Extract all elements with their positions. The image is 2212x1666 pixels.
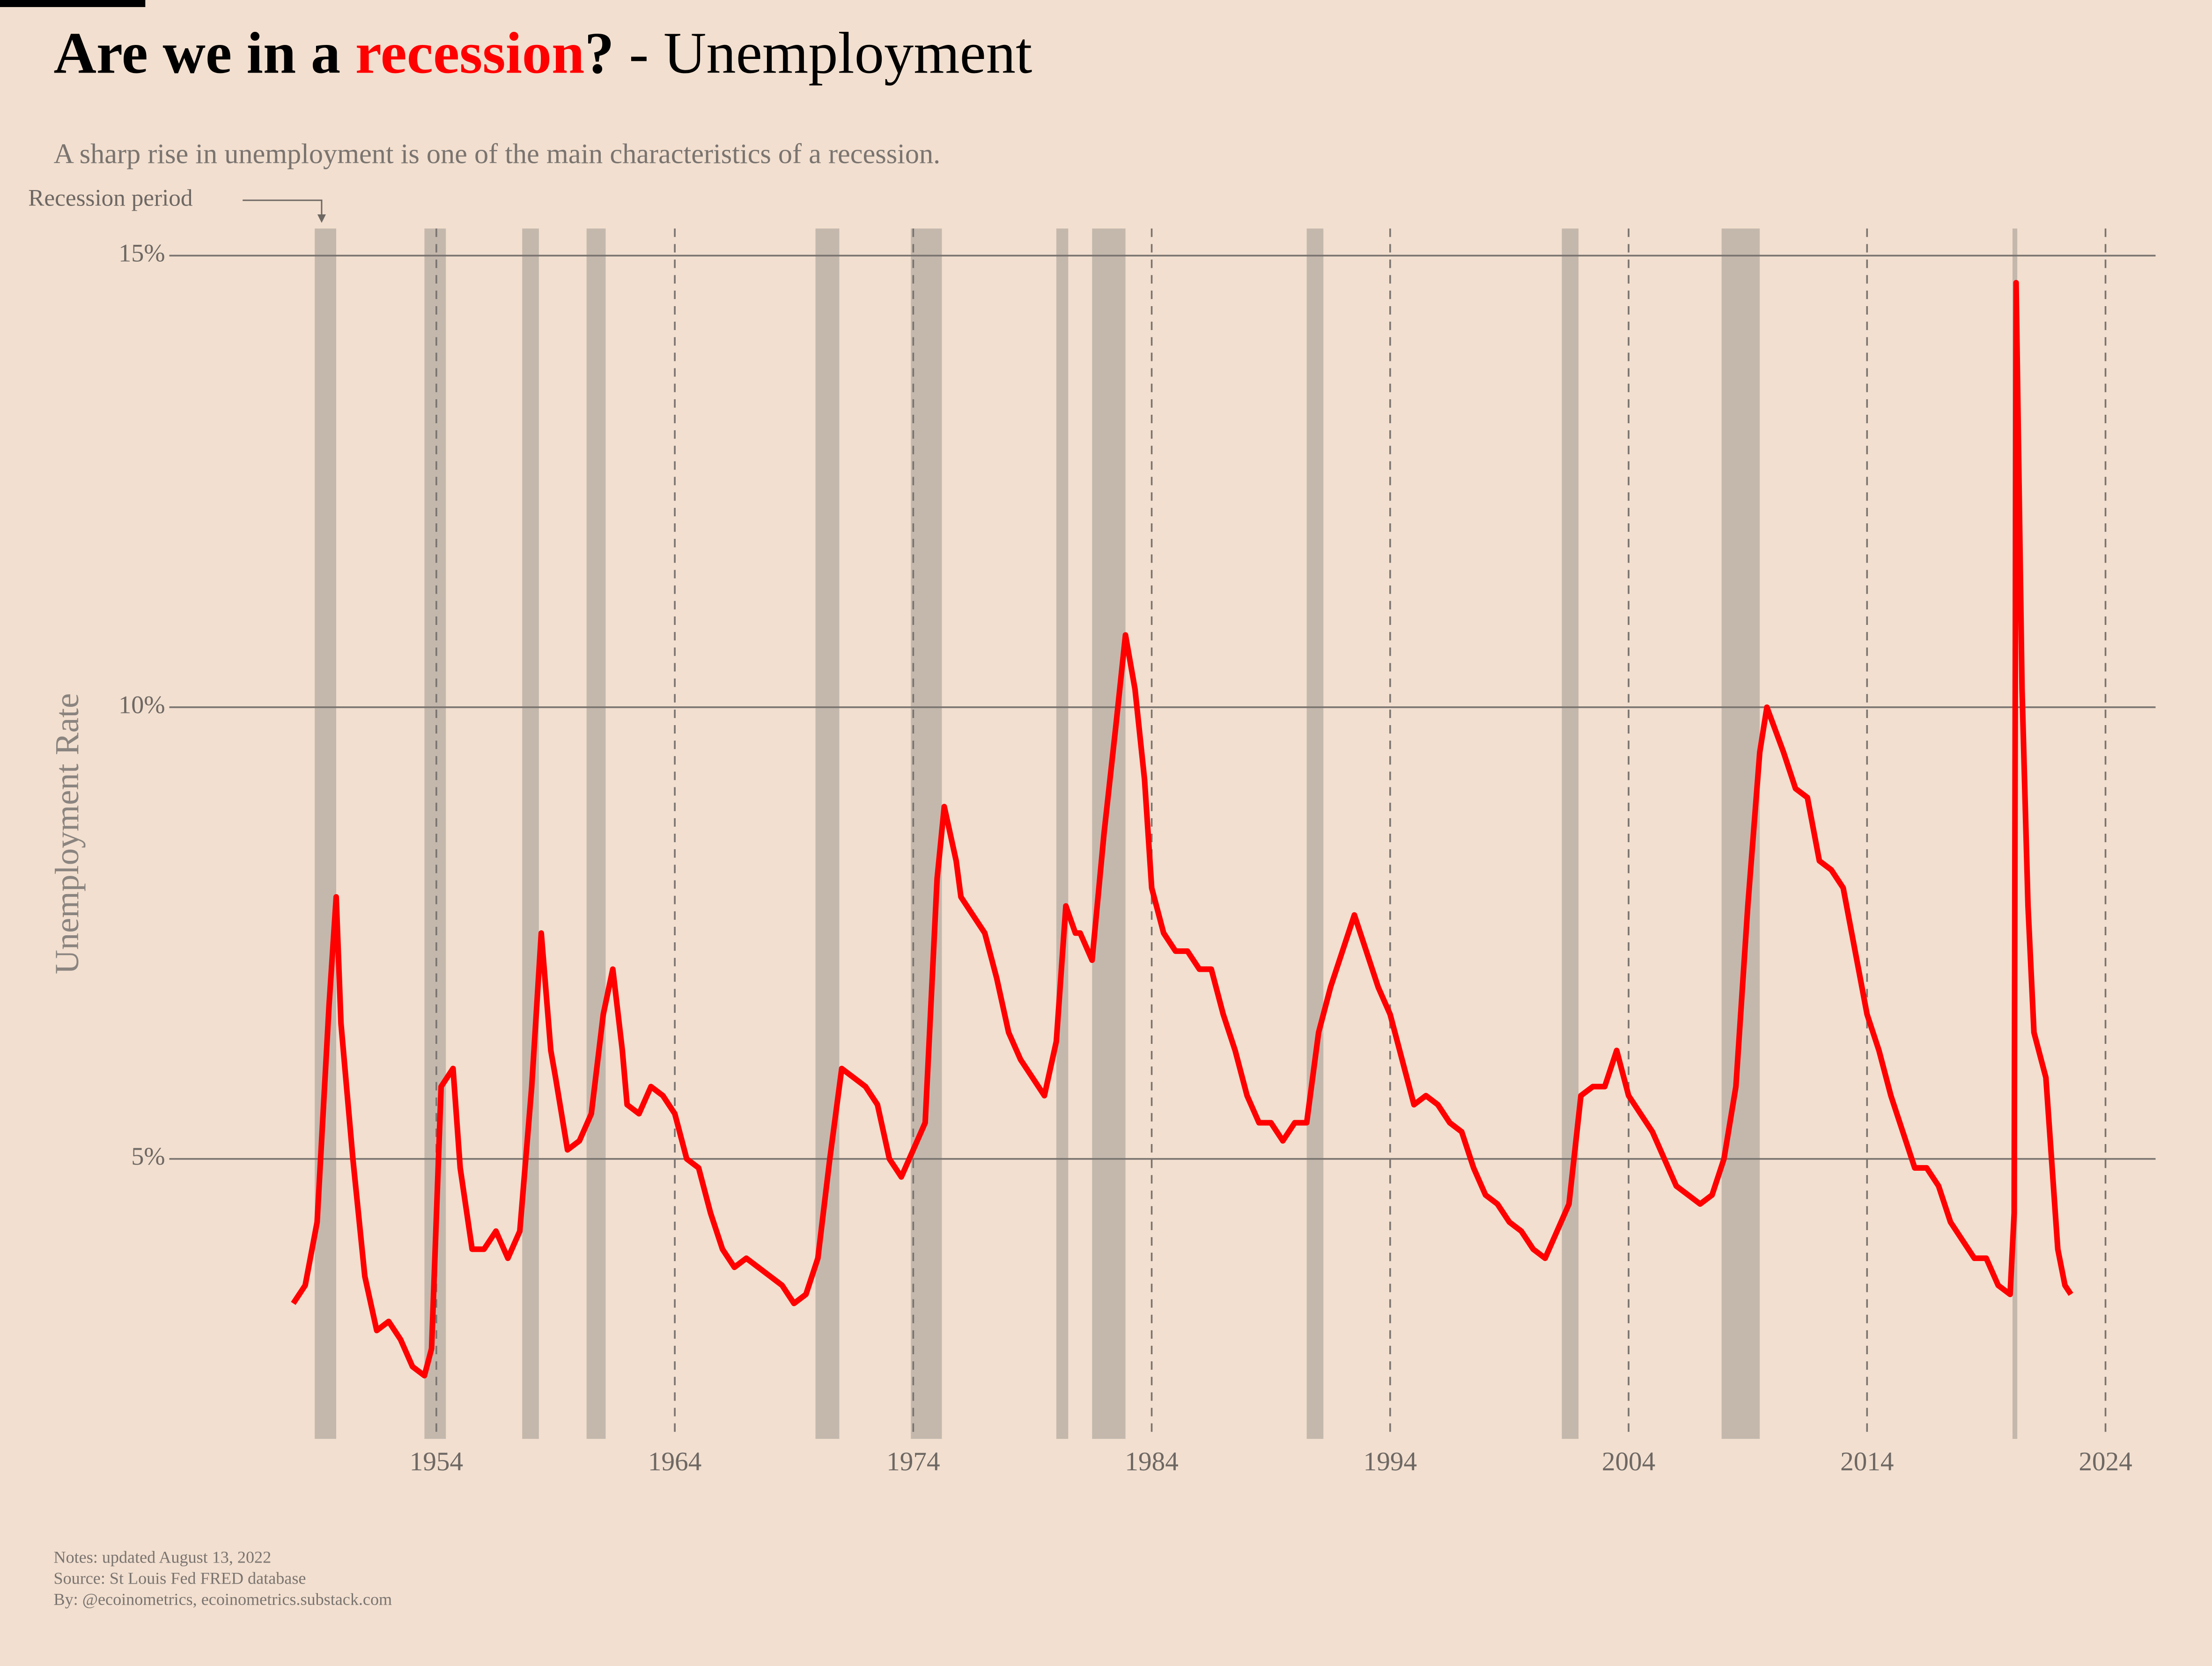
corner-bar: [0, 0, 146, 7]
annotation: Recession period: [28, 185, 192, 212]
line-series: [291, 279, 2073, 1379]
y-tick-label: 15%: [118, 239, 165, 267]
x-tick-label: 1984: [1125, 1447, 1178, 1476]
x-tick-label: 1974: [886, 1447, 940, 1476]
annotation-arrowhead: [317, 214, 326, 223]
recession-band: [586, 228, 606, 1439]
recession-band: [315, 228, 336, 1439]
x-tick-label: 1994: [1364, 1447, 1417, 1476]
note: Source: St Louis Fed FRED database: [53, 1569, 306, 1587]
recession-band: [911, 228, 942, 1439]
recession-band: [1056, 228, 1069, 1439]
x-tick-label: 2024: [2079, 1447, 2132, 1476]
recession-band: [1306, 228, 1324, 1439]
y-tick-label: 5%: [131, 1142, 165, 1170]
x-tick-label: 1954: [410, 1447, 463, 1476]
title-part: - Unemployment: [614, 21, 1032, 86]
y-axis-label: Unemployment Rate: [48, 693, 86, 974]
x-tick-label: 2014: [1840, 1447, 1894, 1476]
chart-title: Are we in a recession? - Unemployment: [53, 21, 1032, 86]
x-tick-label: 2004: [1602, 1447, 1655, 1476]
note: Notes: updated August 13, 2022: [53, 1548, 271, 1566]
annotation-arrow: [243, 199, 323, 218]
title-part: recession: [355, 21, 585, 86]
recession-band: [1562, 228, 1579, 1439]
title-part: ?: [584, 21, 614, 86]
note: By: @ecoinometrics, ecoinometrics.substa…: [53, 1590, 392, 1609]
title-part: Are we in a: [53, 21, 355, 86]
y-tick-label: 10%: [118, 690, 165, 719]
subtitle: A sharp rise in unemployment is one of t…: [53, 138, 940, 169]
recession-band: [1092, 228, 1126, 1439]
x-tick-label: 1964: [648, 1447, 701, 1476]
recession-band: [522, 228, 539, 1439]
